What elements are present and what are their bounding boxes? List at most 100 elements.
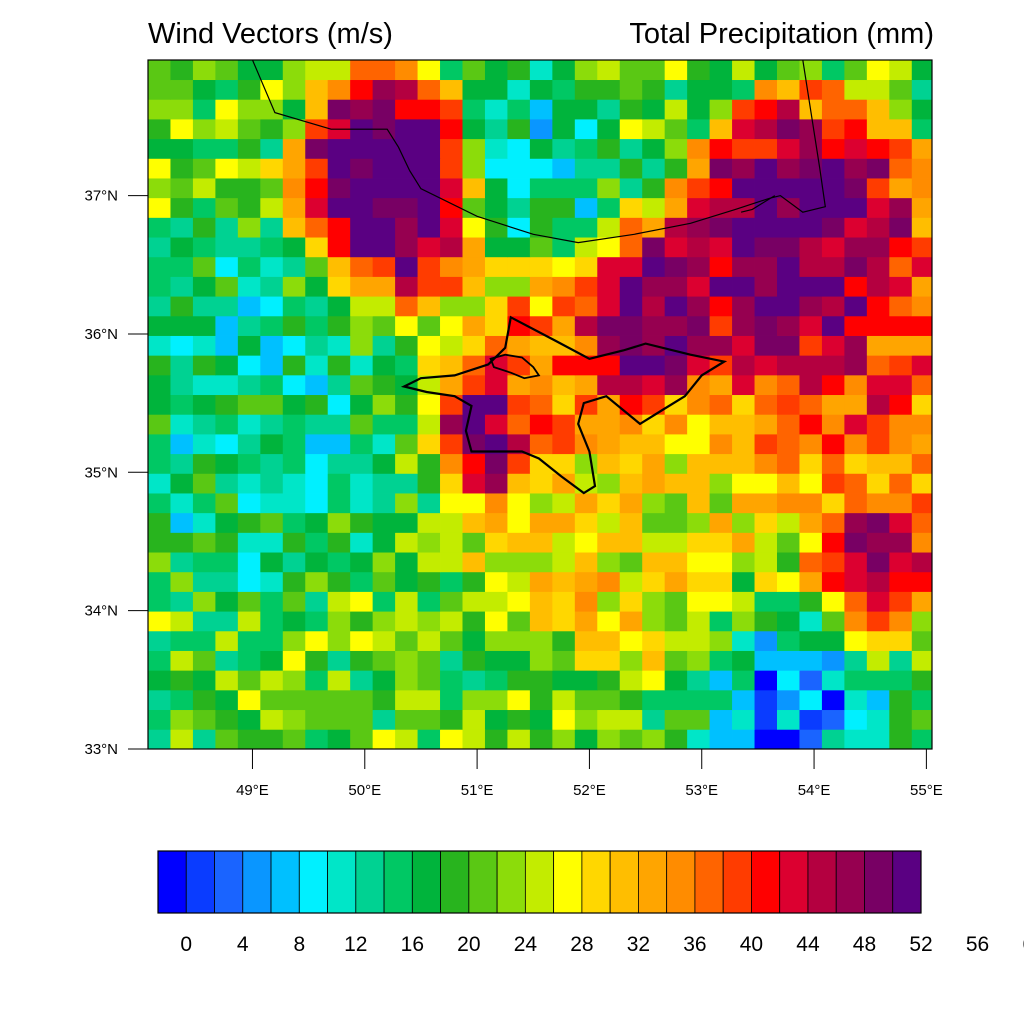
heatmap-cell — [552, 493, 576, 514]
heatmap-cell — [821, 453, 845, 474]
heatmap-cell — [417, 60, 441, 81]
heatmap-cell — [507, 138, 531, 159]
heatmap-cell — [529, 532, 553, 553]
heatmap-cell — [417, 178, 441, 199]
province-outline — [400, 315, 728, 495]
heatmap-cell — [484, 650, 508, 671]
heatmap-cell — [866, 729, 890, 750]
heatmap-cell — [237, 217, 261, 238]
heatmap-cell — [889, 591, 913, 612]
y-tick-label: 33°N — [84, 741, 118, 758]
heatmap-cell — [440, 473, 463, 494]
heatmap-cell — [282, 433, 306, 455]
heatmap-cell — [192, 178, 216, 199]
heatmap-cell — [170, 315, 194, 336]
heatmap-cell — [440, 256, 463, 277]
heatmap-cell — [327, 611, 351, 632]
heatmap-cell — [484, 138, 508, 159]
heatmap-cell — [732, 473, 755, 494]
heatmap-cell — [148, 650, 171, 671]
heatmap-cell — [597, 99, 621, 120]
heatmap-cell — [552, 79, 576, 100]
heatmap-cell — [484, 178, 508, 199]
heatmap-cell — [507, 79, 531, 100]
heatmap-cell — [574, 256, 598, 277]
heatmap-cell — [799, 355, 823, 376]
heatmap-cell — [417, 237, 441, 258]
heatmap-cell — [215, 473, 239, 494]
heatmap-cell — [395, 315, 418, 336]
heatmap-cell — [844, 178, 868, 199]
heatmap-cell — [529, 630, 553, 651]
heatmap-cell — [844, 374, 868, 396]
heatmap-cell — [148, 571, 171, 592]
heatmap-cell — [440, 394, 463, 415]
heatmap-cell — [529, 276, 553, 297]
heatmap-cell — [619, 453, 643, 474]
heatmap-cell — [237, 650, 261, 671]
heatmap-cell — [282, 611, 306, 632]
heatmap-cell — [395, 611, 418, 632]
heatmap-cell — [260, 493, 284, 514]
heatmap-cell — [911, 118, 933, 140]
heatmap-cell — [911, 315, 933, 336]
heatmap-cell — [709, 118, 733, 140]
heatmap-cell — [484, 611, 508, 632]
heatmap-cell — [866, 178, 890, 199]
heatmap-cell — [866, 315, 890, 336]
heatmap-cell — [754, 571, 778, 592]
heatmap-cell — [395, 512, 418, 533]
heatmap-cell — [148, 611, 171, 632]
heatmap-cell — [395, 99, 418, 120]
heatmap-cell — [799, 414, 823, 435]
heatmap-cell — [282, 256, 306, 277]
colorbar-label: 60 — [1022, 933, 1024, 956]
heatmap-cell — [507, 512, 531, 533]
heatmap-cell — [282, 453, 306, 474]
heatmap-cell — [282, 552, 306, 573]
heatmap-cell — [687, 118, 711, 140]
heatmap-cell — [911, 276, 933, 297]
heatmap-cell — [552, 217, 576, 238]
heatmap-cell — [282, 355, 306, 376]
heatmap-cell — [484, 394, 508, 415]
heatmap-cell — [260, 178, 284, 199]
heatmap-cell — [372, 296, 396, 317]
heatmap-cell — [440, 709, 463, 730]
heatmap-cell — [619, 197, 643, 218]
heatmap-cell — [574, 276, 598, 297]
heatmap-cell — [619, 611, 643, 632]
heatmap-cell — [776, 591, 800, 612]
heatmap-cell — [776, 394, 800, 415]
heatmap-cell — [372, 473, 396, 494]
heatmap-cell — [372, 433, 396, 455]
heatmap-cell — [507, 197, 531, 218]
heatmap-cell — [417, 611, 441, 632]
heatmap-cell — [237, 374, 261, 396]
heatmap-cell — [844, 237, 868, 258]
heatmap-cell — [484, 60, 508, 81]
heatmap-cell — [844, 473, 868, 494]
heatmap-cell — [260, 414, 284, 435]
heatmap-cell — [754, 118, 778, 140]
heatmap-cell — [866, 374, 890, 396]
heatmap-cell — [192, 118, 216, 140]
heatmap-cell — [619, 689, 643, 711]
heatmap-cell — [170, 237, 194, 258]
heatmap-cell — [619, 650, 643, 671]
heatmap-cell — [911, 473, 933, 494]
heatmap-cell — [462, 217, 486, 238]
heatmap-cell — [619, 473, 643, 494]
heatmap-cell — [395, 433, 418, 455]
heatmap-cell — [529, 729, 553, 750]
heatmap-cell — [664, 217, 688, 238]
heatmap-cell — [709, 670, 733, 691]
heatmap-cell — [215, 709, 239, 730]
heatmap-cell — [911, 374, 933, 396]
heatmap-cell — [844, 60, 868, 81]
heatmap-cell — [732, 630, 755, 651]
heatmap-cell — [844, 611, 868, 632]
heatmap-cell — [170, 138, 194, 159]
heatmap-cell — [574, 178, 598, 199]
